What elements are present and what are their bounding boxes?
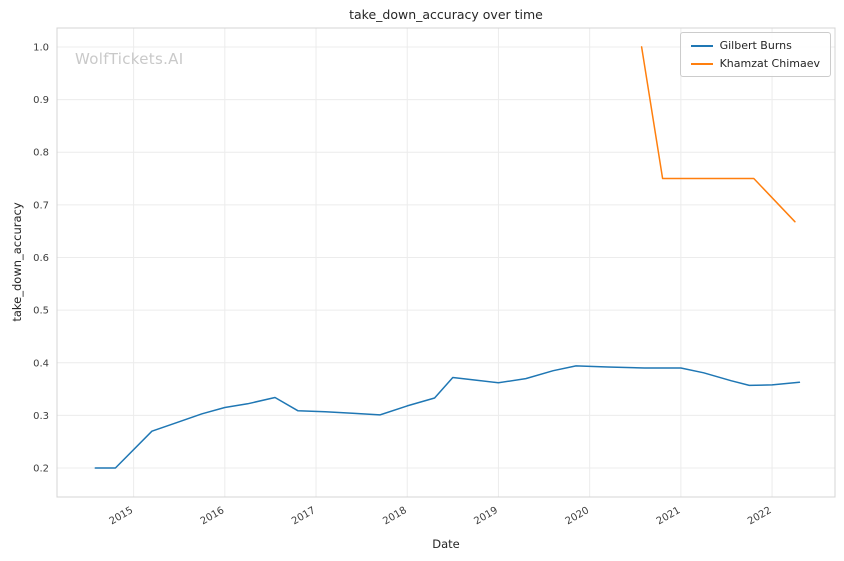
series-line-khamzat-chimaev xyxy=(640,46,796,223)
y-tick-label: 0.6 xyxy=(33,253,49,264)
x-tick-label: 2022 xyxy=(746,505,774,527)
legend-item: Gilbert Burns xyxy=(690,39,820,52)
plot-border xyxy=(56,27,836,498)
x-tick-label: 2021 xyxy=(655,505,683,527)
y-tick-label: 0.7 xyxy=(33,200,49,211)
y-tick-label: 0.8 xyxy=(33,148,49,159)
legend-swatch xyxy=(690,62,713,65)
legend-label: Gilbert Burns xyxy=(719,39,792,52)
x-tick-label: 2016 xyxy=(199,505,227,527)
watermark: WolfTickets.AI xyxy=(75,50,184,68)
plot-area xyxy=(57,28,835,497)
chart-title: take_down_accuracy over time xyxy=(349,7,543,22)
legend-item: Khamzat Chimaev xyxy=(690,57,820,70)
x-tick-label: 2018 xyxy=(381,505,409,527)
legend-swatch xyxy=(690,44,713,47)
x-tick-label: 2015 xyxy=(108,505,136,527)
x-axis-label: Date xyxy=(432,537,460,551)
legend: Gilbert Burns Khamzat Chimaev xyxy=(679,32,831,77)
y-tick-label: 0.2 xyxy=(33,464,49,475)
y-tick-label: 0.4 xyxy=(33,358,49,369)
legend-label: Khamzat Chimaev xyxy=(719,57,820,70)
x-tick-label: 2019 xyxy=(472,505,500,527)
y-tick-label: 1.0 xyxy=(33,42,49,53)
series-line-gilbert-burns xyxy=(94,365,801,469)
x-tick-label: 2017 xyxy=(290,505,318,527)
x-tick-label: 2020 xyxy=(564,505,592,527)
y-axis-label: take_down_accuracy xyxy=(10,202,24,322)
y-tick-label: 0.9 xyxy=(33,95,49,106)
y-tick-label: 0.3 xyxy=(33,411,49,422)
y-tick-label: 0.5 xyxy=(33,306,49,317)
